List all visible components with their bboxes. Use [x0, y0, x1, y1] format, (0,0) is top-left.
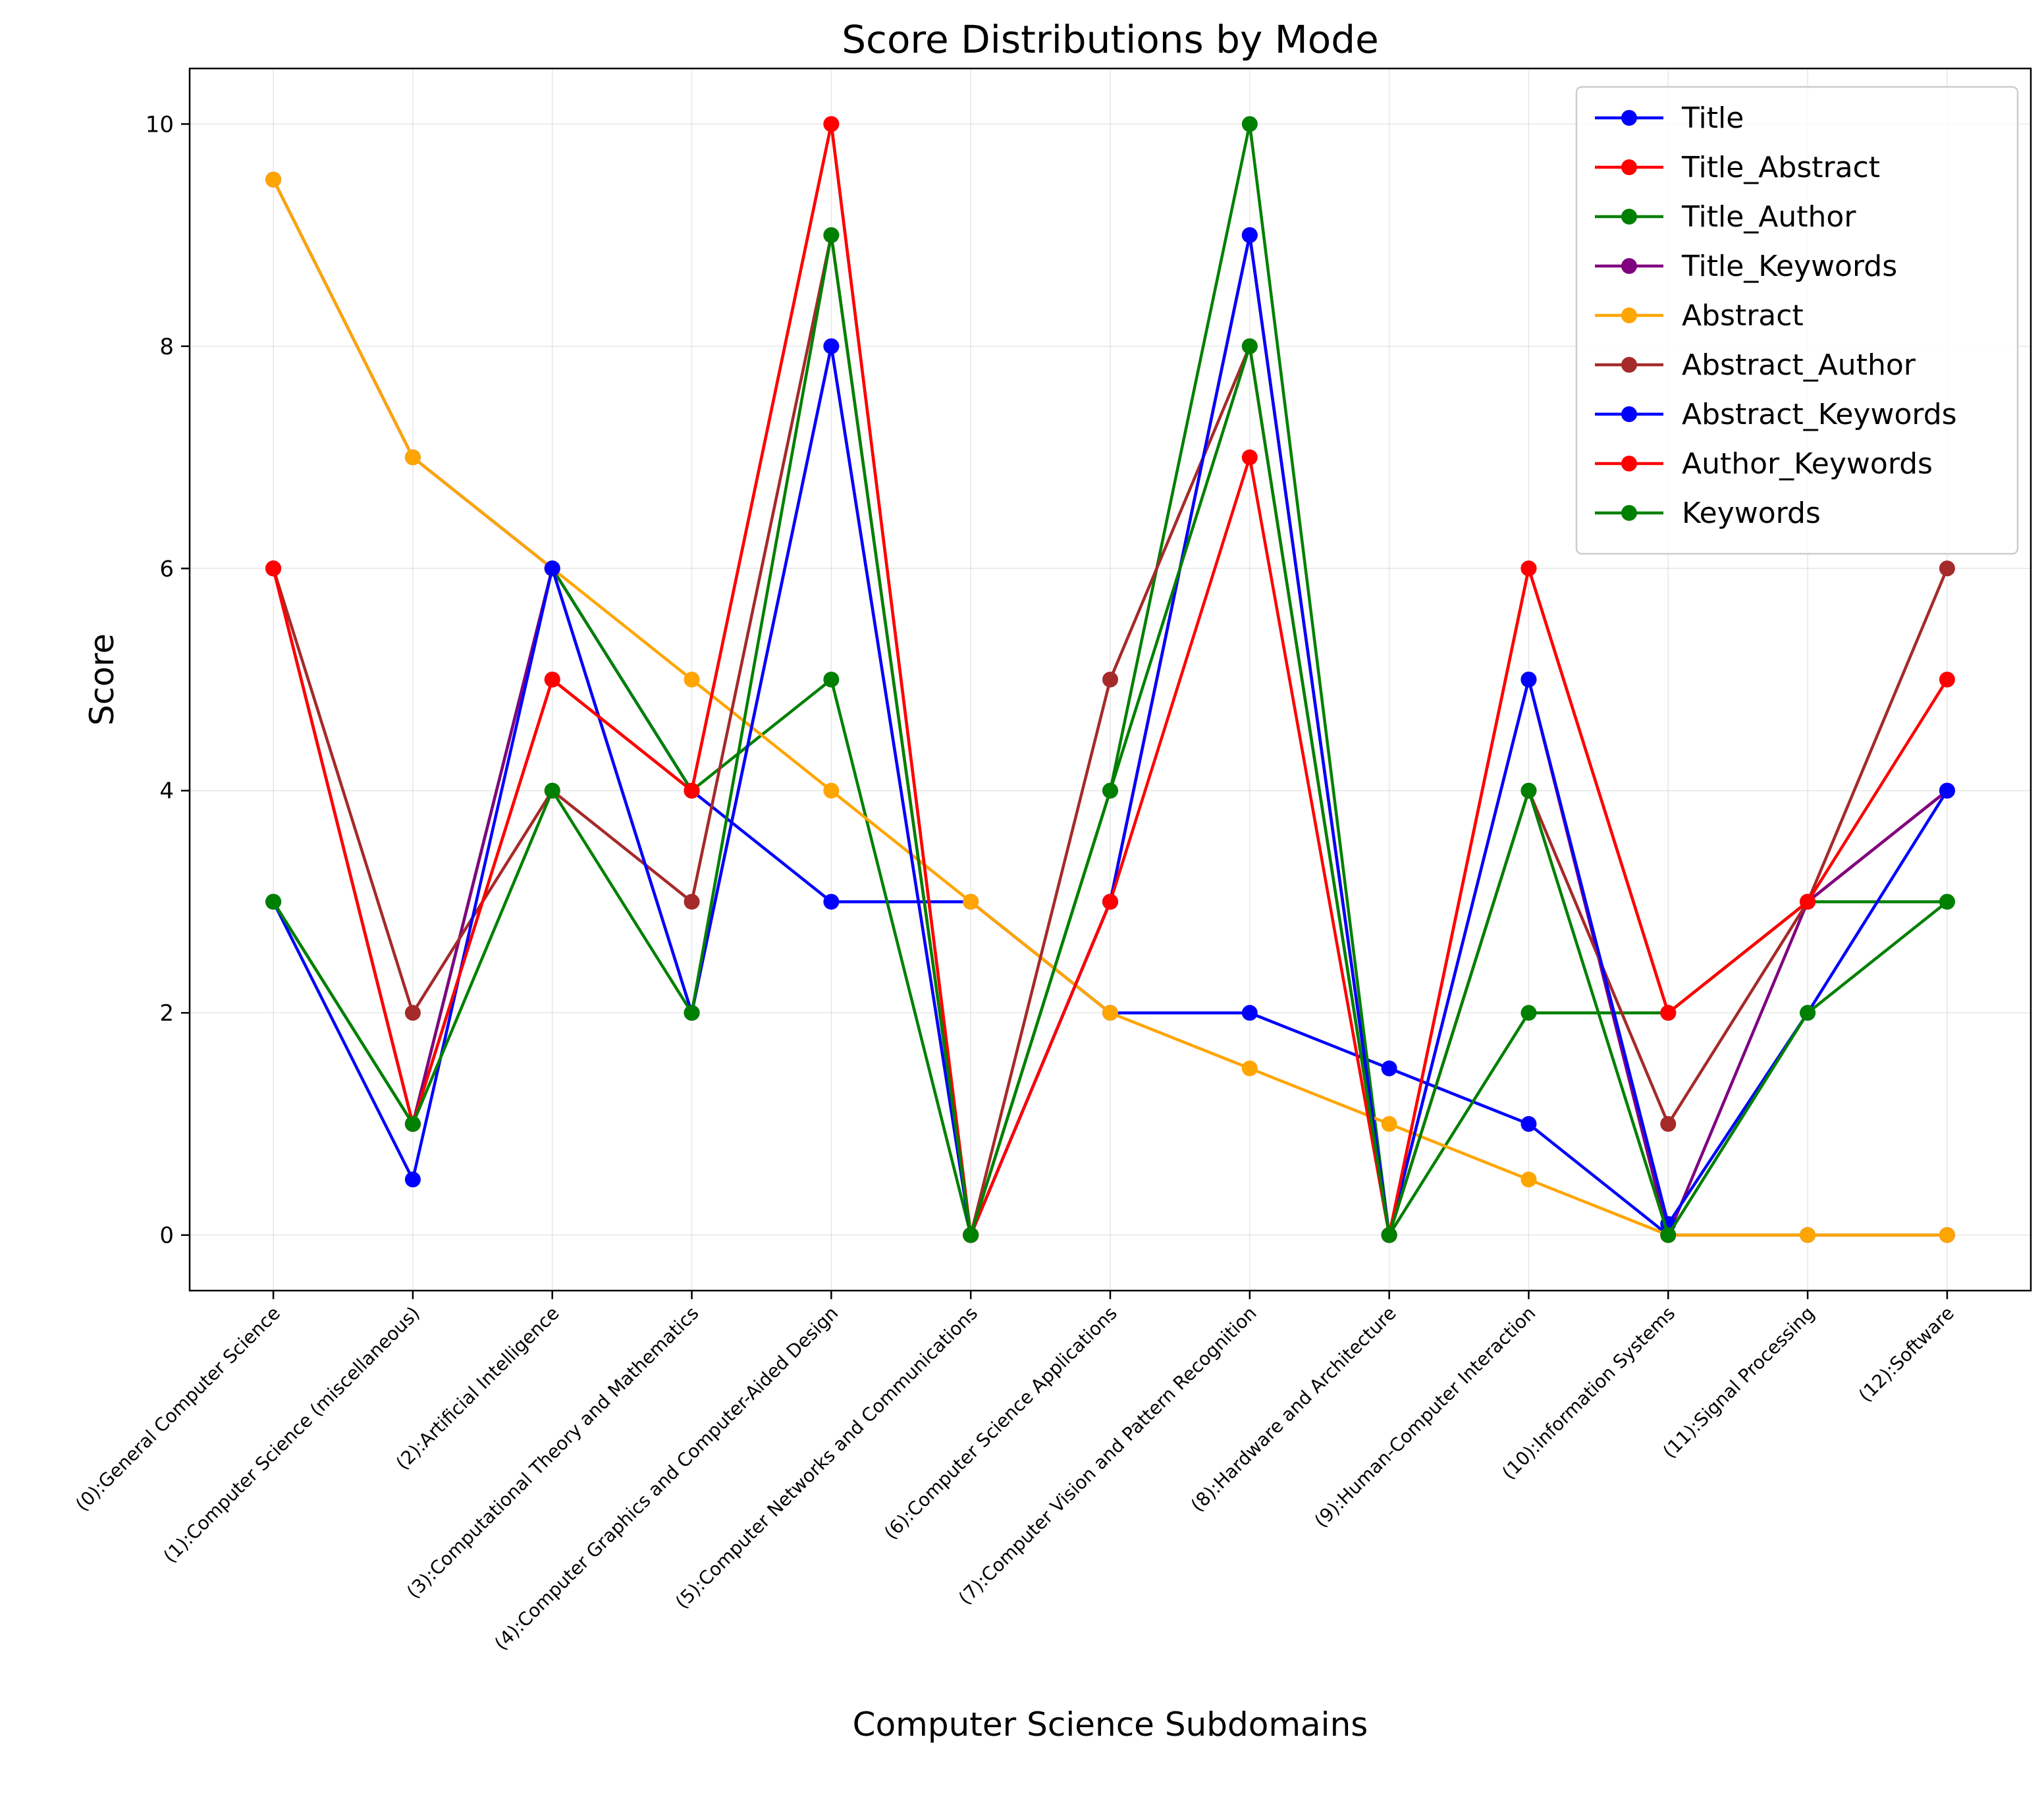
legend-marker [1621, 159, 1637, 175]
data-point [404, 1171, 421, 1188]
data-point [1939, 1227, 1955, 1243]
data-point [404, 1005, 421, 1021]
legend-marker [1621, 357, 1637, 373]
legend-label: Title_Author [1681, 200, 1856, 234]
legend-label: Abstract_Author [1682, 348, 1916, 382]
data-point [823, 338, 840, 354]
legend-item: Keywords [1595, 496, 1821, 530]
data-point [963, 894, 979, 910]
legend-marker [1621, 456, 1637, 471]
legend-label: Keywords [1682, 496, 1821, 530]
x-axis-label: Computer Science Subdomains [853, 1705, 1368, 1744]
y-tick-label: 10 [146, 111, 174, 138]
data-point [823, 227, 840, 244]
data-point [1520, 1115, 1537, 1132]
data-point [1381, 1115, 1397, 1132]
data-point [684, 1005, 700, 1021]
data-point [823, 116, 840, 132]
data-point [1800, 1005, 1816, 1021]
data-point [1520, 560, 1537, 577]
data-point [265, 171, 282, 188]
legend-label: Title_Abstract [1681, 151, 1880, 184]
legend-item: Title_Abstract [1595, 151, 1880, 184]
data-point [1102, 1005, 1118, 1021]
legend-marker [1621, 505, 1637, 521]
y-tick-label: 4 [159, 778, 174, 805]
data-point [684, 672, 700, 687]
data-point [544, 560, 560, 577]
data-point [265, 894, 282, 910]
legend-label: Abstract_Keywords [1682, 398, 1957, 431]
data-point [1241, 116, 1258, 132]
legend-frame [1575, 86, 2019, 555]
data-point [684, 894, 700, 910]
y-axis-label: Score [83, 633, 121, 726]
data-point [1381, 1227, 1397, 1243]
data-point [404, 449, 421, 466]
data-point [1520, 1005, 1537, 1021]
data-point [1241, 338, 1258, 354]
y-axis: 0 2 4 6 8 10 [146, 111, 190, 1249]
chart-title: Score Distributions by Mode [842, 17, 1379, 62]
data-point [1520, 672, 1537, 687]
legend-marker [1621, 110, 1637, 126]
data-point [1520, 782, 1537, 799]
data-point [684, 782, 700, 799]
data-point [544, 672, 560, 687]
data-point [1102, 782, 1118, 799]
data-point [1660, 1115, 1677, 1132]
legend-marker [1621, 209, 1637, 225]
data-point [1939, 782, 1955, 799]
data-point [1660, 1227, 1677, 1243]
legend: Title Title_Abstract Title_Author Title_Key… [1575, 86, 2019, 555]
legend-label: Abstract [1682, 299, 1804, 333]
data-point [1102, 894, 1118, 910]
legend-label: Author_Keywords [1682, 447, 1933, 481]
series-layer [265, 116, 1955, 1243]
data-point [1939, 672, 1955, 687]
y-tick-label: 8 [159, 334, 174, 360]
data-point [1800, 1227, 1816, 1243]
data-point [1102, 672, 1118, 687]
series-keywords [265, 227, 1955, 1243]
data-point [1241, 1005, 1258, 1021]
legend-item: Title_Author [1595, 200, 1856, 234]
legend-marker [1621, 258, 1637, 274]
data-point [404, 1115, 421, 1132]
data-point [1660, 1005, 1677, 1021]
data-point [963, 1227, 979, 1243]
data-point [1939, 560, 1955, 577]
data-point [1939, 894, 1955, 910]
legend-label: Title_Keywords [1681, 250, 1897, 283]
data-point [1381, 1060, 1397, 1077]
data-point [823, 782, 840, 799]
data-point [1800, 894, 1816, 910]
legend-item: Author_Keywords [1595, 447, 1933, 481]
data-point [823, 894, 840, 910]
legend-item: Title_Keywords [1595, 250, 1897, 283]
y-tick-label: 0 [159, 1223, 174, 1249]
data-point [1241, 449, 1258, 466]
legend-item: Title [1595, 101, 1744, 135]
data-point [265, 560, 282, 577]
data-point [544, 782, 560, 799]
legend-marker [1621, 406, 1637, 422]
legend-item: Abstract_Author [1595, 348, 1916, 382]
y-tick-label: 2 [159, 1000, 174, 1027]
data-point [1241, 227, 1258, 244]
legend-label: Title [1681, 101, 1744, 135]
legend-marker [1621, 308, 1637, 323]
legend-item: Abstract [1595, 299, 1804, 333]
data-point [1241, 1060, 1258, 1077]
y-tick-label: 6 [159, 556, 174, 582]
legend-item: Abstract_Keywords [1595, 398, 1957, 431]
data-point [823, 672, 840, 687]
data-point [1520, 1171, 1537, 1188]
